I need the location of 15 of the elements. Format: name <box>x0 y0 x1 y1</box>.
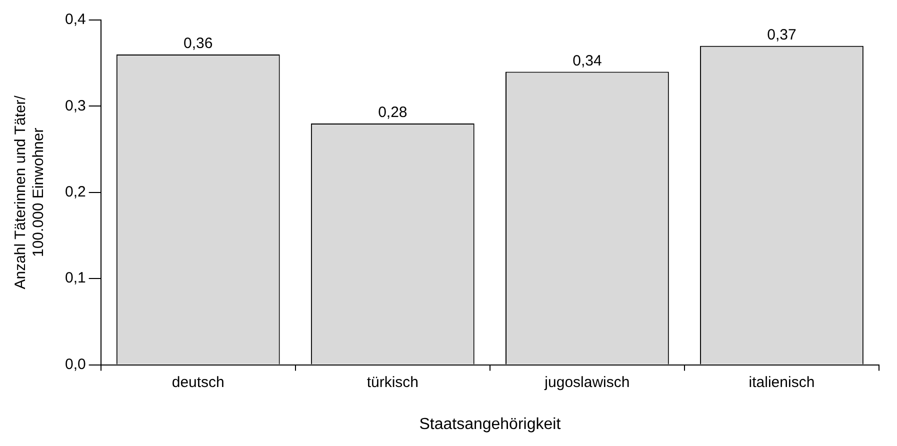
x-tick-label: türkisch <box>366 374 418 391</box>
data-label: 0,28 <box>378 104 408 122</box>
y-tick-label: 0,1 <box>64 270 86 287</box>
x-tick-label: deutsch <box>172 374 224 391</box>
x-tick-label: jugoslawisch <box>544 374 630 391</box>
data-label: 0,36 <box>184 35 213 52</box>
y-tick-label: 0,3 <box>64 97 86 114</box>
y-tick-label: 0,4 <box>64 11 86 28</box>
data-label: 0,34 <box>572 52 602 70</box>
x-tick-label: italienisch <box>748 374 815 391</box>
y-tick-label: 0,2 <box>64 184 86 201</box>
y-axis-title: Anzahl Täterinnen und Täter/ 100.000 Einwohner <box>12 94 48 290</box>
x-axis-title: Staatsangehörigkeit <box>419 416 562 433</box>
data-label: 0,37 <box>767 26 796 44</box>
y-tick-label: 0,0 <box>64 356 86 373</box>
